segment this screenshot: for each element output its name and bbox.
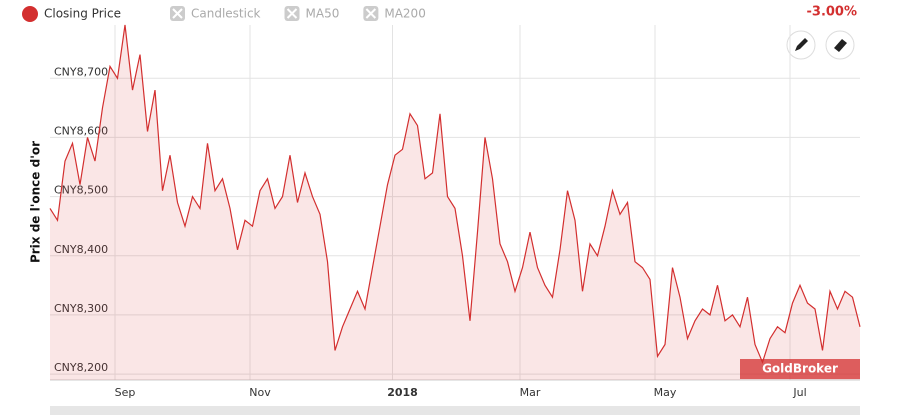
watermark-box (740, 359, 860, 379)
tool-buttons (786, 30, 855, 60)
change-label: -3.00% (807, 5, 858, 20)
y-tick-label: CNY8,600 (54, 124, 108, 137)
x-tick-label: Mar (520, 386, 541, 399)
y-axis-label: Prix de l'once d'or (29, 141, 43, 263)
x-tick-label: May (654, 386, 677, 399)
watermark: GoldBroker (762, 362, 838, 376)
legend-label[interactable]: Closing Price (44, 7, 121, 21)
toggle-label[interactable]: MA200 (384, 7, 425, 21)
y-tick-label: CNY8,300 (54, 302, 108, 315)
toggle-label[interactable]: MA50 (306, 7, 340, 21)
x-tick-label: Sep (115, 386, 136, 399)
x-tick-label: Jul (792, 386, 806, 399)
navigator[interactable] (50, 406, 860, 415)
y-tick-label: CNY8,500 (54, 184, 108, 197)
toggle-cross (365, 8, 377, 19)
legend-marker[interactable] (22, 6, 38, 22)
toggle-cross (172, 8, 183, 19)
toggle-label[interactable]: Candlestick (191, 7, 261, 21)
line (49, 24, 861, 365)
toggle-cross (286, 8, 298, 19)
x-tick-label: Nov (249, 386, 271, 399)
eraser-icon (834, 39, 847, 52)
y-tick-label: CNY8,400 (54, 243, 108, 256)
x-tick-label: 2018 (387, 386, 418, 399)
pencil-icon (795, 38, 808, 51)
y-tick-label: CNY8,700 (54, 65, 108, 78)
y-tick-label: CNY8,200 (54, 361, 108, 374)
area (50, 25, 860, 380)
